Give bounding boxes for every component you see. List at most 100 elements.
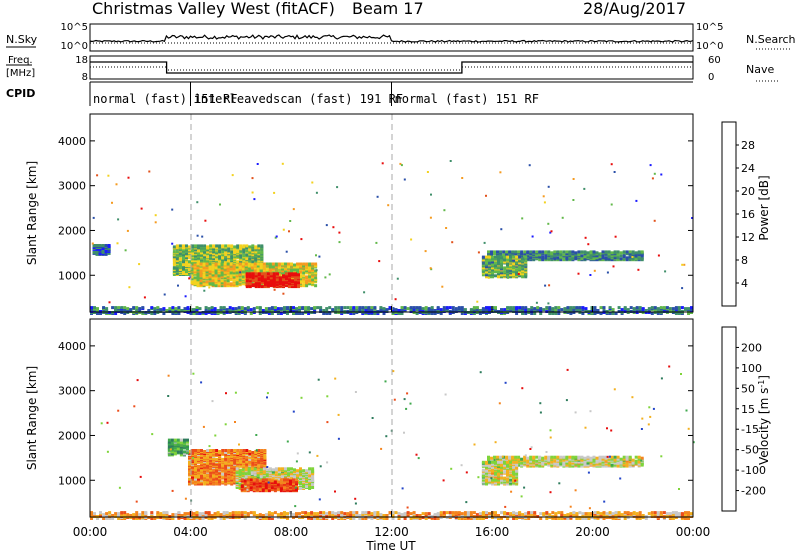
velocity-cell xyxy=(302,478,306,482)
power-cell xyxy=(352,312,356,315)
velocity-cell xyxy=(221,457,225,461)
velocity-cell xyxy=(240,478,244,482)
power-cell xyxy=(202,273,206,277)
power-cell xyxy=(206,250,210,254)
power-cell xyxy=(159,308,163,312)
velocity-cell xyxy=(188,477,191,481)
power-cell xyxy=(604,250,608,254)
velocity-cell xyxy=(257,464,261,468)
velocity-cell xyxy=(236,449,240,452)
velocity-cell xyxy=(251,452,255,456)
power-cell xyxy=(275,283,279,287)
power-cell xyxy=(578,306,582,310)
velocity-cell xyxy=(305,479,309,483)
power-cell xyxy=(218,256,222,260)
power-cell xyxy=(182,244,185,248)
velocity-cell xyxy=(209,481,213,485)
power-cell xyxy=(224,244,228,248)
velocity-cell xyxy=(230,471,234,475)
velocity-cell xyxy=(538,455,542,459)
power-cell xyxy=(258,312,262,315)
power-cell xyxy=(182,270,185,274)
power-sparse-cell xyxy=(598,253,601,256)
power-sparse-cell xyxy=(124,249,127,252)
power-cell xyxy=(574,256,578,260)
power-sparse-cell xyxy=(577,272,580,275)
power-cell xyxy=(680,306,684,310)
power-cell xyxy=(195,312,199,315)
velocity-cell xyxy=(589,458,593,462)
velocity-cell xyxy=(230,474,234,478)
power-cell xyxy=(178,262,182,266)
power-cell xyxy=(175,244,179,248)
power-cell xyxy=(379,308,383,312)
power-cell xyxy=(205,262,209,266)
date-label: 28/Aug/2017 xyxy=(583,0,686,18)
velocity-cell xyxy=(295,482,298,486)
power-sparse-cell xyxy=(300,238,303,241)
velocity-cell xyxy=(197,457,200,461)
velocity-cell xyxy=(191,481,194,485)
power-sparse-cell xyxy=(376,195,379,198)
power-sparse-cell xyxy=(148,170,151,173)
power-cell xyxy=(297,273,300,277)
power-cell xyxy=(538,258,542,262)
power-cell xyxy=(268,262,272,266)
velocity-cell xyxy=(227,454,231,458)
velocity-cell xyxy=(311,486,315,489)
power-cell xyxy=(568,250,572,254)
power-sparse-cell xyxy=(461,177,464,179)
power-sparse-cell xyxy=(394,298,397,301)
power-cell xyxy=(352,306,356,310)
power-cell xyxy=(199,283,203,287)
power-cell xyxy=(566,306,570,310)
power-cell xyxy=(193,276,197,280)
power-cell xyxy=(367,308,371,312)
power-cell xyxy=(491,258,494,262)
velocity-cell xyxy=(279,481,283,485)
velocity-cell xyxy=(295,487,298,491)
power-cell xyxy=(514,250,518,254)
velocity-cell xyxy=(574,460,578,464)
power-cell xyxy=(239,255,243,259)
power-sparse-cell xyxy=(111,201,113,204)
power-cell xyxy=(619,254,623,258)
power-cell xyxy=(99,312,102,315)
power-cell xyxy=(533,307,537,311)
velocity-cell xyxy=(203,453,207,457)
power-cell xyxy=(509,259,513,263)
velocity-cell xyxy=(273,480,277,484)
power-sparse-cell xyxy=(281,162,284,165)
power-cell xyxy=(224,257,228,261)
power-cell xyxy=(98,244,102,247)
power-cell xyxy=(260,285,264,289)
power-cell xyxy=(277,272,281,276)
velocity-cell xyxy=(203,482,207,486)
power-cell xyxy=(632,307,636,311)
power-cell xyxy=(556,250,560,254)
power-cell xyxy=(616,250,620,254)
power-cell xyxy=(502,250,506,254)
power-cell xyxy=(208,262,212,266)
velocity-cell xyxy=(206,461,210,465)
power-cell xyxy=(518,270,522,274)
power-cell xyxy=(256,264,260,268)
power-cell xyxy=(245,244,249,248)
power-cell xyxy=(230,250,234,254)
power-cell xyxy=(544,254,548,258)
velocity-cell xyxy=(499,455,502,459)
power-cell xyxy=(90,306,93,310)
velocity-cell xyxy=(245,459,249,463)
power-cell xyxy=(183,307,187,311)
velocity-cell xyxy=(299,469,302,473)
power-cell xyxy=(305,275,309,279)
power-sparse-cell xyxy=(521,217,524,220)
power-cell xyxy=(190,275,194,279)
power-cell xyxy=(557,312,561,315)
power-cell xyxy=(622,250,626,254)
power-cell xyxy=(460,306,464,310)
velocity-cell xyxy=(246,483,250,487)
power-sparse-cell xyxy=(476,300,479,303)
velocity-cell xyxy=(541,462,545,466)
